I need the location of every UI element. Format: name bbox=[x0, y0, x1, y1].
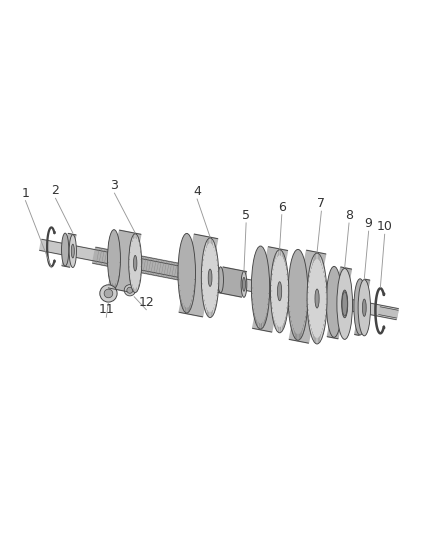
Ellipse shape bbox=[218, 267, 223, 293]
Polygon shape bbox=[289, 251, 326, 343]
Text: 7: 7 bbox=[318, 197, 325, 211]
Ellipse shape bbox=[342, 292, 347, 316]
Polygon shape bbox=[218, 267, 247, 297]
Ellipse shape bbox=[342, 290, 348, 318]
Circle shape bbox=[104, 289, 113, 298]
Ellipse shape bbox=[201, 238, 219, 318]
Text: 6: 6 bbox=[278, 201, 286, 214]
Circle shape bbox=[100, 285, 117, 302]
Text: 1: 1 bbox=[21, 187, 29, 200]
Ellipse shape bbox=[69, 235, 76, 268]
Text: 9: 9 bbox=[365, 217, 373, 230]
Polygon shape bbox=[62, 233, 76, 267]
Text: 5: 5 bbox=[242, 209, 250, 222]
Ellipse shape bbox=[251, 246, 270, 329]
Ellipse shape bbox=[271, 250, 289, 333]
Circle shape bbox=[124, 285, 135, 296]
Ellipse shape bbox=[243, 277, 245, 291]
Polygon shape bbox=[93, 247, 217, 287]
Ellipse shape bbox=[62, 233, 69, 266]
Ellipse shape bbox=[71, 244, 74, 258]
Ellipse shape bbox=[288, 249, 308, 340]
Ellipse shape bbox=[362, 299, 366, 317]
Circle shape bbox=[127, 287, 133, 293]
Ellipse shape bbox=[358, 280, 371, 336]
Polygon shape bbox=[253, 247, 287, 332]
Ellipse shape bbox=[107, 230, 120, 288]
Ellipse shape bbox=[307, 253, 327, 344]
Polygon shape bbox=[108, 230, 141, 292]
Text: 10: 10 bbox=[377, 221, 392, 233]
Ellipse shape bbox=[326, 266, 342, 337]
Ellipse shape bbox=[337, 269, 353, 340]
Polygon shape bbox=[355, 279, 370, 335]
Ellipse shape bbox=[134, 255, 137, 271]
Ellipse shape bbox=[208, 269, 212, 286]
Ellipse shape bbox=[339, 279, 350, 329]
Polygon shape bbox=[216, 272, 235, 289]
Ellipse shape bbox=[278, 282, 282, 301]
Text: 3: 3 bbox=[110, 179, 118, 192]
Ellipse shape bbox=[178, 233, 195, 313]
Ellipse shape bbox=[241, 271, 247, 297]
Text: 2: 2 bbox=[52, 184, 60, 197]
Text: 12: 12 bbox=[138, 296, 154, 309]
Ellipse shape bbox=[315, 289, 319, 308]
Text: 11: 11 bbox=[99, 303, 114, 317]
Polygon shape bbox=[327, 267, 351, 338]
Polygon shape bbox=[39, 239, 399, 320]
Ellipse shape bbox=[354, 279, 366, 335]
Polygon shape bbox=[179, 234, 218, 317]
Ellipse shape bbox=[129, 234, 141, 293]
Polygon shape bbox=[379, 307, 398, 318]
Text: 8: 8 bbox=[345, 209, 353, 222]
Text: 4: 4 bbox=[193, 185, 201, 198]
